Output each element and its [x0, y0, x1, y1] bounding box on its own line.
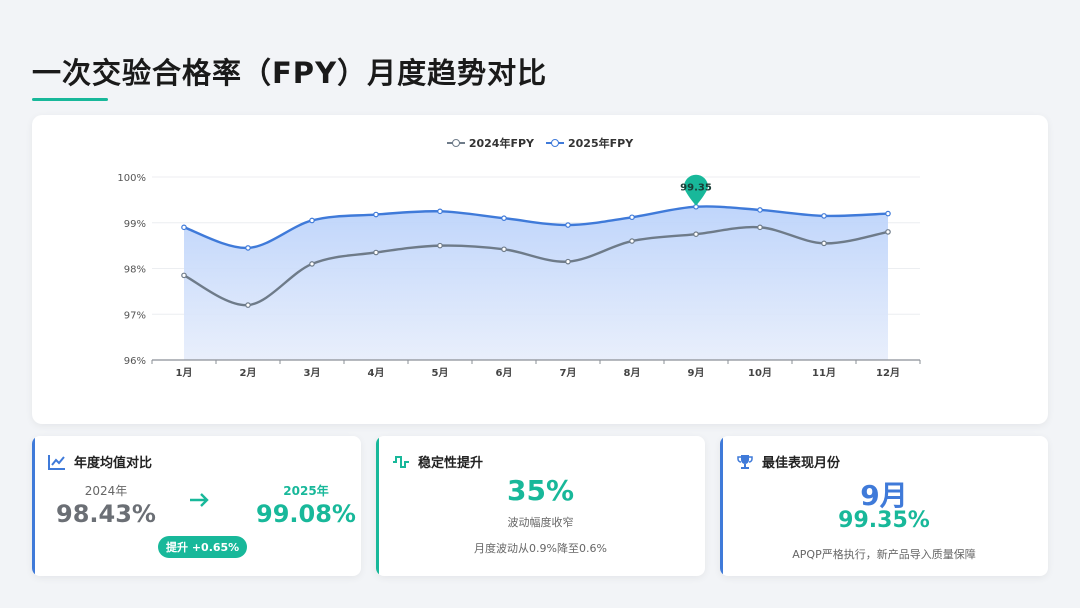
stability-note: 月度波动从0.9%降至0.6%	[474, 542, 607, 555]
data-point-2025	[373, 211, 379, 218]
avg-2024-year: 2024年	[84, 484, 128, 498]
area-fill-2025	[184, 206, 888, 360]
data-point-2025	[757, 207, 763, 213]
stability-card: 稳定性提升 35% 波动幅度收窄 月度波动从0.9%降至0.6%	[376, 436, 705, 576]
x-tick-label: 10月	[748, 367, 772, 379]
legend-swatch-2025	[546, 138, 564, 148]
data-point-2024	[821, 240, 827, 247]
data-point-2024	[629, 238, 635, 244]
data-point-2024	[245, 302, 251, 308]
avg-2025-year: 2025年	[283, 484, 329, 498]
x-tick-label: 4月	[368, 367, 385, 379]
y-tick-label: 99%	[124, 219, 146, 230]
data-point-2025	[565, 222, 571, 228]
y-tick-label: 100%	[117, 173, 146, 184]
legend-item-2025[interactable]: 2025年FPY	[546, 135, 633, 151]
data-point-2025	[245, 245, 251, 251]
card-accent-bar	[32, 436, 35, 576]
data-point-2025	[309, 217, 315, 224]
avg-2024-value: 98.43%	[56, 500, 156, 528]
data-point-2025	[437, 208, 443, 215]
card-accent-bar	[720, 436, 723, 576]
x-tick-label: 11月	[812, 367, 836, 379]
legend-label-2025: 2025年FPY	[568, 137, 634, 150]
data-point-2024	[373, 249, 379, 256]
improvement-badge: 提升 +0.65%	[158, 536, 248, 558]
x-tick-label: 7月	[560, 367, 577, 379]
max-annotation-label: 99.35	[680, 183, 712, 194]
data-point-2024	[757, 224, 763, 231]
series-line-2025	[183, 205, 889, 250]
pulse-wave-icon	[392, 454, 410, 470]
x-tick-label: 9月	[688, 367, 705, 379]
title-underline	[32, 98, 108, 101]
fpy-line-chart: 96% 97% 98% 99% 100% 1月 2月 3月 4月 5月 6月 7月 8月 9月 10月 11月…	[117, 173, 921, 379]
max-annotation-pin	[684, 174, 708, 206]
trophy-icon	[736, 454, 754, 470]
x-tick-label: 8月	[624, 367, 641, 379]
data-point-2024	[437, 242, 443, 249]
series-line-2024	[183, 225, 889, 307]
data-point-2024	[501, 246, 507, 253]
arrow-right-icon	[188, 492, 210, 512]
data-point-2025	[181, 224, 187, 231]
avg-card-header: 年度均值对比	[48, 452, 152, 471]
avg-card-title: 年度均值对比	[74, 456, 153, 471]
y-tick-label: 96%	[124, 356, 146, 367]
best-month-value: 99.35%	[838, 508, 930, 533]
data-point-2024	[565, 258, 571, 265]
chart-legend: 2024年FPY 2025年FPY	[32, 135, 1048, 151]
chart-card: 96% 97% 98% 99% 100% 1月 2月 3月 4月 5月 6月 7月 8月 9月 10月 11月…	[32, 115, 1048, 424]
x-tick-label: 12月	[876, 367, 900, 379]
y-tick-label: 97%	[124, 310, 146, 321]
data-point-2025	[629, 214, 635, 221]
stability-card-title: 稳定性提升	[418, 456, 484, 471]
data-point-2024	[885, 229, 891, 235]
card-accent-bar	[376, 436, 379, 576]
data-point-2025	[885, 210, 891, 217]
avg-comparison-card: 年度均值对比 2024年 98.43% 2025年 99.08% 提升 +0.6…	[32, 436, 361, 576]
stability-card-header: 稳定性提升	[392, 452, 483, 471]
best-month-card-title: 最佳表现月份	[762, 456, 841, 471]
best-month-card-header: 最佳表现月份	[736, 452, 840, 471]
x-tick-label: 5月	[432, 367, 449, 379]
data-point-2024	[181, 272, 187, 279]
page-title: 一次交验合格率（FPY）月度趋势对比	[32, 56, 548, 90]
data-point-2024	[309, 261, 315, 267]
legend-item-2024[interactable]: 2024年FPY	[446, 135, 534, 151]
best-month-name: 9月	[860, 479, 908, 512]
data-point-2025	[501, 215, 507, 221]
stability-subtitle: 波动幅度收窄	[507, 516, 574, 529]
stability-value: 35%	[506, 474, 575, 507]
data-point-2025	[821, 213, 827, 219]
x-tick-label: 3月	[304, 367, 321, 379]
legend-swatch-2024	[446, 138, 465, 148]
x-tick-label: 1月	[176, 367, 193, 379]
data-point-2024	[693, 231, 699, 237]
legend-label-2024: 2024年FPY	[468, 137, 534, 150]
best-month-card: 最佳表现月份 9月 99.35% APQP严格执行，新产品导入质量保障	[720, 436, 1048, 576]
x-tick-label: 2月	[240, 367, 257, 379]
x-tick-label: 6月	[496, 367, 513, 379]
avg-2025-value: 99.08%	[256, 500, 356, 528]
y-tick-label: 98%	[124, 265, 146, 276]
line-chart-icon	[48, 454, 66, 470]
best-month-note: APQP严格执行，新产品导入质量保障	[792, 548, 976, 561]
